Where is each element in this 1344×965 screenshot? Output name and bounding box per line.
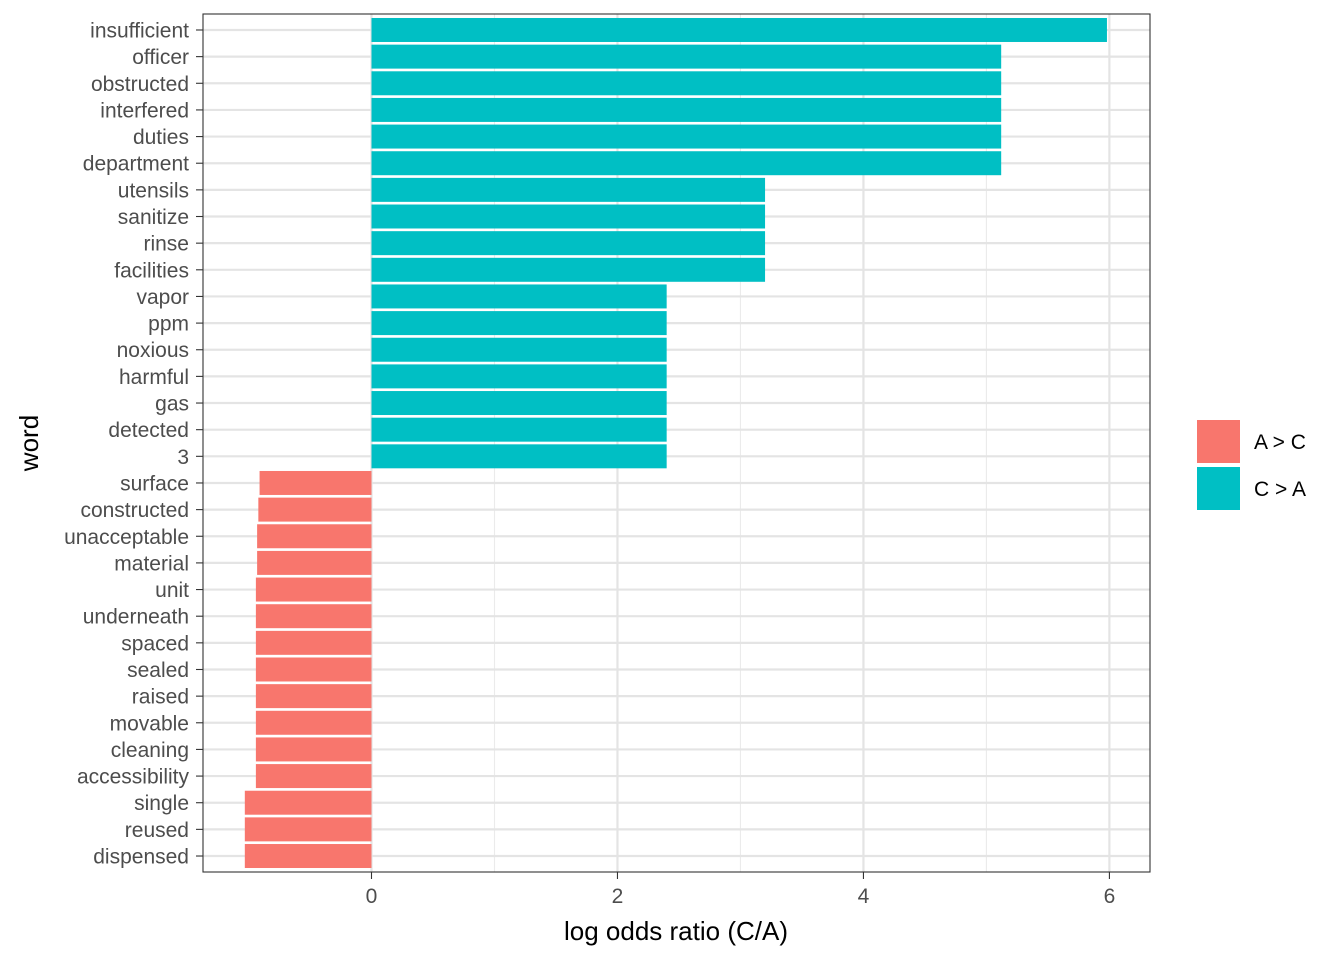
bar-cleaning [255,737,372,762]
y-axis-title: word [14,415,44,472]
y-axis: insufficient officer obstructed interfered d… [64,19,203,869]
y-tick-label: duties [133,126,189,149]
legend-label: C > A [1254,478,1306,501]
legend-key [1197,420,1240,463]
bar-constructed [258,497,372,522]
y-tick-label: dispensed [93,846,189,869]
x-tick-label: 4 [858,885,870,908]
bar-sanitize [371,204,766,229]
bar-interfered [371,97,1002,122]
bar-gas [371,391,667,416]
y-tick-label: interfered [100,99,189,122]
y-tick-label: material [114,552,189,575]
bar-utensils [371,177,766,202]
bar-officer [371,44,1002,69]
y-tick-label: raised [132,686,189,709]
x-tick-label: 6 [1104,885,1116,908]
bar-rinse [371,231,766,256]
bar-surface [259,470,372,495]
y-tick-label: unacceptable [64,526,189,549]
bar-unit [255,577,372,602]
bar-underneath [255,604,372,629]
y-tick-label: harmful [119,366,189,389]
y-tick-label: rinse [143,233,189,256]
bar-noxious [371,337,667,362]
y-tick-label: gas [155,393,189,416]
legend-label: A > C [1254,431,1306,454]
y-tick-label: facilities [114,259,189,282]
bar-3 [371,444,667,469]
bar-detected [371,417,667,442]
bar-obstructed [371,71,1002,96]
y-tick-label: reused [125,819,189,842]
bar-sealed [255,657,372,682]
x-axis: 0 2 4 6 [366,872,1116,908]
bar-single [244,790,372,815]
bar-material [257,550,372,575]
x-axis-title: log odds ratio (C/A) [564,916,788,946]
y-tick-label: department [83,153,189,176]
y-tick-label: accessibility [77,766,190,789]
legend: A > C C > A [1197,420,1306,510]
y-tick-label: surface [120,472,189,495]
bar-dispensed [244,844,372,869]
x-tick-label: 0 [366,885,378,908]
bar-raised [255,684,372,709]
y-tick-label: 3 [177,446,189,469]
bar-spaced [255,630,372,655]
bar-reused [244,817,372,842]
y-tick-label: insufficient [90,19,189,42]
bar-accessibility [255,764,372,789]
y-tick-label: utensils [118,179,189,202]
bars [244,17,1107,869]
y-tick-label: vapor [136,286,189,309]
y-tick-label: obstructed [91,73,189,96]
bar-harmful [371,364,667,389]
y-tick-label: movable [110,712,189,735]
y-tick-label: constructed [80,499,189,522]
bar-unacceptable [257,524,372,549]
bar-ppm [371,311,667,336]
bar-vapor [371,284,667,309]
y-tick-label: sealed [127,659,189,682]
bar-facilities [371,257,766,282]
bar-insufficient [371,17,1107,42]
y-tick-label: spaced [121,632,189,655]
y-tick-label: cleaning [111,739,189,762]
plot-border [202,13,1151,873]
legend-key [1197,467,1240,510]
y-tick-label: officer [132,46,189,69]
y-tick-label: single [134,792,189,815]
x-tick-label: 2 [612,885,624,908]
y-tick-label: sanitize [118,206,189,229]
y-tick-label: noxious [117,339,189,362]
y-tick-label: detected [108,419,189,442]
bar-duties [371,124,1002,149]
y-tick-label: unit [155,579,189,602]
y-tick-label: underneath [83,606,189,629]
bar-department [371,151,1002,176]
y-tick-label: ppm [148,313,189,336]
bar-movable [255,710,372,735]
